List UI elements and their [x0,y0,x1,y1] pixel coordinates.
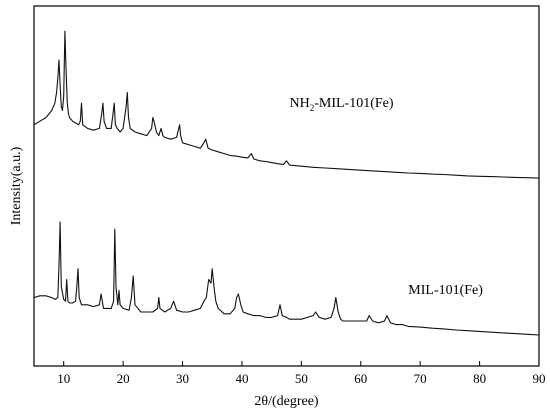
series-label-0: NH2-MIL-101(Fe) [289,96,393,113]
x-tick-label: 70 [414,371,427,386]
series-labels: NH2-MIL-101(Fe) MIL-101(Fe) [289,96,483,298]
series-label-1: MIL-101(Fe) [408,283,483,298]
plot-frame [33,5,540,367]
x-axis-ticks: 10 20 30 40 50 60 70 80 90 [57,361,546,386]
x-tick-label: 30 [176,371,189,386]
series-label-subscript: 2 [310,103,315,113]
x-tick-label: 90 [533,371,546,386]
series-line-1 [33,221,540,336]
series-label-text-rest: -MIL-101(Fe) [314,96,394,111]
x-axis-title: 2θ/(degree) [254,394,319,409]
x-tick-label: 20 [117,371,130,386]
y-axis-title: Intensity(a.u.) [9,146,24,225]
x-tick-label: 60 [354,371,367,386]
x-tick-label: 10 [57,371,70,386]
x-tick-label: 80 [473,371,486,386]
series-line-0 [33,30,540,179]
series-layer [33,30,540,336]
series-label-text: MIL-101(Fe) [408,283,483,298]
x-tick-label: 50 [295,371,308,386]
series-label-text: NH [289,96,309,111]
x-tick-label: 40 [235,371,248,386]
